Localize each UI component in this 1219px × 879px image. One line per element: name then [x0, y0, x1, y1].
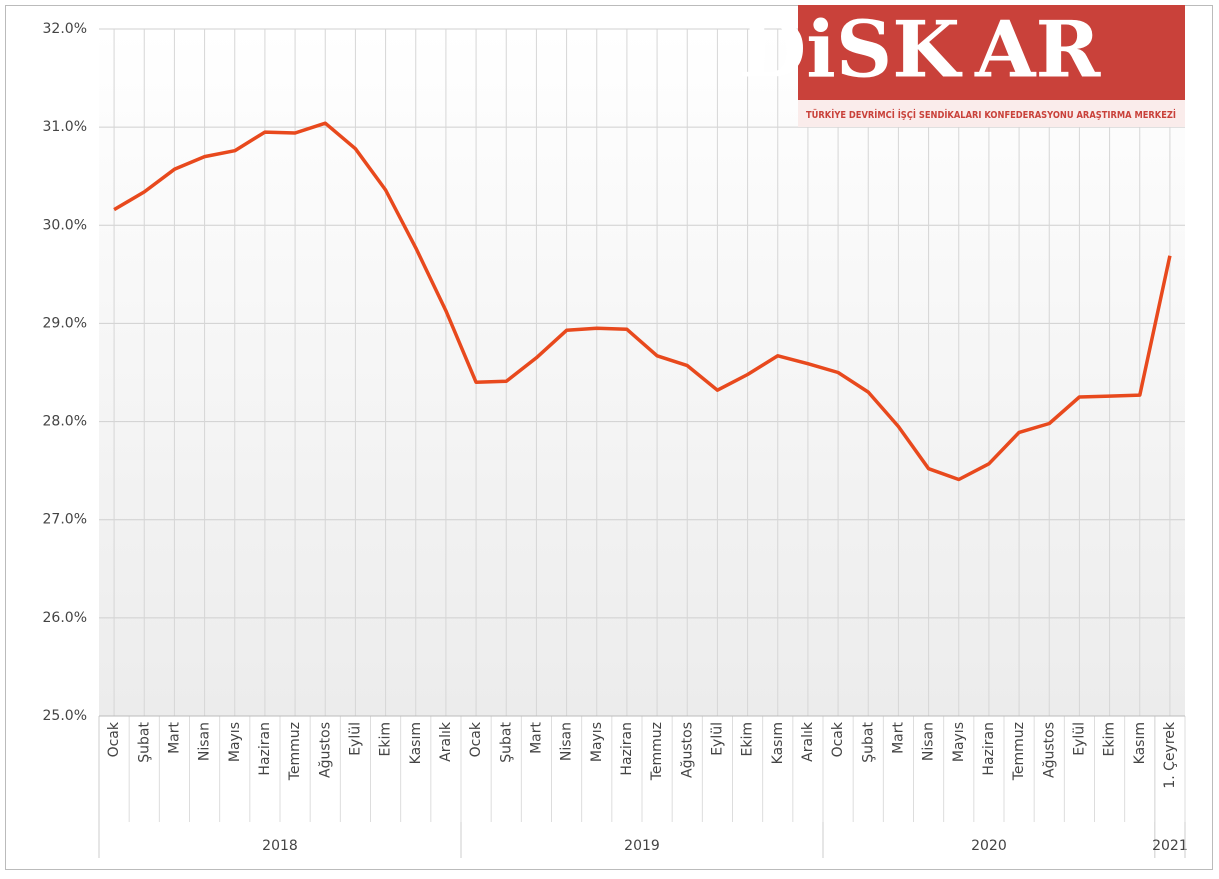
group-label: 2019 [624, 838, 660, 854]
logo-tagline: TÜRKİYE DEVRİMCİ İŞÇİ SENDİKALARI KONFED… [806, 107, 1176, 121]
x-tick-label: Kasım [770, 722, 786, 764]
x-tick-label: Eylül [1071, 722, 1087, 756]
x-tick-label: Eylül [347, 722, 363, 756]
x-tick-label: Ekim [378, 722, 394, 756]
x-tick-label: Temmuz [649, 722, 665, 781]
y-tick-label: 32.0% [43, 21, 87, 37]
x-tick-label: Mart [166, 721, 182, 753]
x-tick-label: Ocak [106, 721, 122, 757]
y-tick-label: 30.0% [43, 217, 87, 233]
group-label: 2018 [262, 838, 298, 854]
x-tick-label: Ağustos [317, 722, 333, 778]
group-label: 2020 [971, 838, 1007, 854]
x-tick-label: Haziran [981, 722, 997, 776]
logo-band [798, 100, 1185, 127]
x-tick-label: Eylül [709, 722, 725, 756]
logo: DiSK AR TÜRKİYE DEVRİMCİ İŞÇİ SENDİKALAR… [739, 5, 1185, 127]
x-tick-label: Ekim [1102, 722, 1118, 756]
x-tick-label: Ağustos [679, 722, 695, 778]
x-tick-label: Nisan [197, 722, 213, 761]
x-tick-label: Mart [890, 721, 906, 753]
group-label: 2021 [1152, 838, 1188, 854]
x-tick-label: Ekim [740, 722, 756, 756]
x-tick-label: Şubat [136, 721, 152, 762]
y-tick-label: 26.0% [43, 610, 87, 626]
x-tick-label: Temmuz [287, 722, 303, 781]
y-tick-label: 31.0% [43, 119, 87, 135]
x-tick-label: Kasım [1132, 722, 1148, 764]
x-tick-label: Mart [528, 721, 544, 753]
y-tick-label: 25.0% [43, 708, 87, 724]
plot-area [99, 29, 1185, 716]
x-tick-label: Nisan [559, 722, 575, 761]
logo-name-left: DiSK [739, 5, 964, 96]
x-tick-label: Aralık [438, 721, 454, 762]
x-tick-label: Mayıs [227, 722, 243, 762]
x-tick-label: Temmuz [1011, 722, 1027, 781]
x-tick-label: Aralık [800, 721, 816, 762]
grid [99, 28, 1185, 717]
x-tick-label: Şubat [860, 721, 876, 762]
x-tick-label: Şubat [498, 721, 514, 762]
x-tick-label: Ocak [830, 721, 846, 757]
y-tick-label: 28.0% [43, 414, 87, 430]
x-tick-label: Kasım [408, 722, 424, 764]
marks [113, 121, 1172, 482]
series-line [113, 121, 1172, 482]
x-tick-label: Haziran [257, 722, 273, 776]
x-tick-label: Mayıs [589, 722, 605, 762]
x-tick-label: Nisan [921, 722, 937, 761]
logo-name-right: AR [974, 5, 1102, 96]
x-tick-label: Haziran [619, 722, 635, 776]
y-tick-label: 27.0% [43, 512, 87, 528]
x-tick-label: Ağustos [1041, 722, 1057, 778]
x-tick-label: 1. Çeyrek [1162, 721, 1178, 789]
y-tick-label: 29.0% [43, 315, 87, 331]
x-tick-label: Mayıs [951, 722, 967, 762]
x-tick-label: Ocak [468, 721, 484, 757]
